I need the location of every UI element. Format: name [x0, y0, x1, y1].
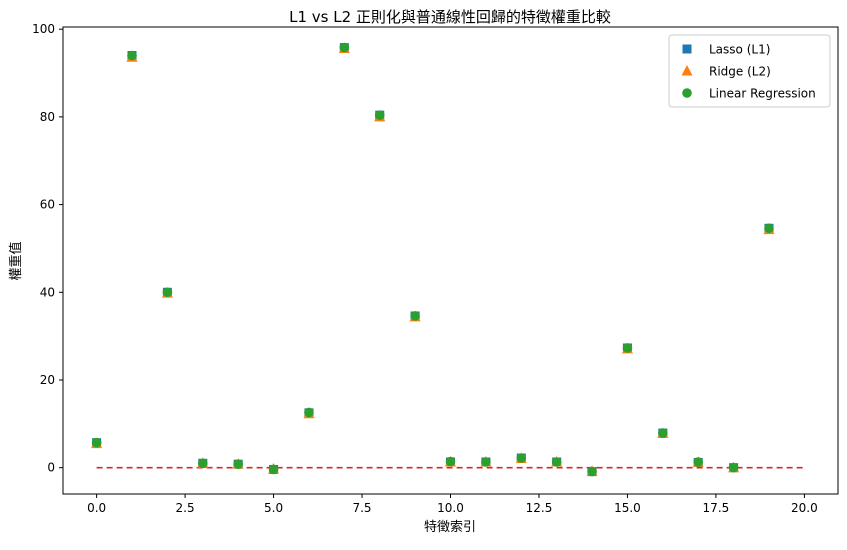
legend-marker	[682, 88, 692, 98]
x-tick-label: 7.5	[352, 501, 371, 515]
y-tick-label: 100	[32, 22, 55, 36]
data-point-linear-regression	[197, 458, 208, 469]
x-axis: 0.0 2.5 5.0 7.5 10.0 12.5 15.0 17.5 20.0	[87, 494, 818, 515]
data-point-linear-regression	[91, 437, 102, 448]
x-tick-label: 2.5	[176, 501, 195, 515]
chart-title: L1 vs L2 正則化與普通線性回歸的特徵權重比較	[289, 8, 611, 26]
data-point-linear-regression	[339, 42, 350, 53]
x-tick-label: 0.0	[87, 501, 106, 515]
x-axis-label: 特徵索引	[424, 520, 476, 535]
y-tick-label: 60	[40, 198, 55, 212]
legend-box	[668, 34, 831, 108]
data-point-linear-regression	[410, 311, 420, 321]
data-point-linear-regression	[304, 407, 314, 418]
legend-marker	[681, 65, 693, 76]
y-axis: 0 20 40 60 80 100	[32, 22, 63, 475]
data-point-linear-regression	[587, 466, 597, 477]
data-points-layer	[91, 42, 775, 477]
data-point-linear-regression	[374, 110, 385, 120]
data-point-linear-regression	[764, 223, 774, 234]
x-tick-label: 5.0	[264, 501, 283, 515]
legend-label: Lasso (L1)	[709, 43, 770, 57]
x-tick-label: 20.0	[791, 501, 818, 515]
data-point-linear-regression	[268, 464, 279, 475]
legend-label: Linear Regression	[709, 87, 816, 101]
data-point-linear-regression	[551, 457, 562, 467]
data-point-linear-regression	[622, 343, 633, 353]
y-axis-label: 權重值	[8, 241, 24, 280]
x-tick-label: 17.5	[703, 501, 730, 515]
y-tick-label: 80	[40, 110, 55, 124]
data-point-linear-regression	[693, 457, 704, 467]
data-point-linear-regression	[445, 456, 456, 467]
data-point-linear-regression	[516, 453, 527, 463]
y-tick-label: 40	[40, 285, 55, 299]
data-point-linear-regression	[481, 457, 491, 467]
data-point-linear-regression	[728, 462, 739, 473]
data-point-linear-regression	[127, 50, 137, 61]
x-tick-label: 12.5	[526, 501, 553, 515]
series-linear-regression	[91, 42, 774, 477]
legend-label: Ridge (L2)	[709, 65, 771, 79]
legend: Lasso (L1) Ridge (L2) Linear Regression	[668, 34, 831, 108]
x-tick-label: 15.0	[614, 501, 641, 515]
y-tick-label: 20	[40, 373, 55, 387]
data-point-linear-regression	[658, 428, 668, 438]
data-point-linear-regression	[162, 287, 173, 298]
x-tick-label: 10.0	[437, 501, 464, 515]
series-lasso-l1	[92, 43, 774, 477]
legend-marker	[682, 44, 692, 54]
data-point-linear-regression	[233, 459, 243, 469]
y-tick-label: 0	[47, 461, 55, 475]
